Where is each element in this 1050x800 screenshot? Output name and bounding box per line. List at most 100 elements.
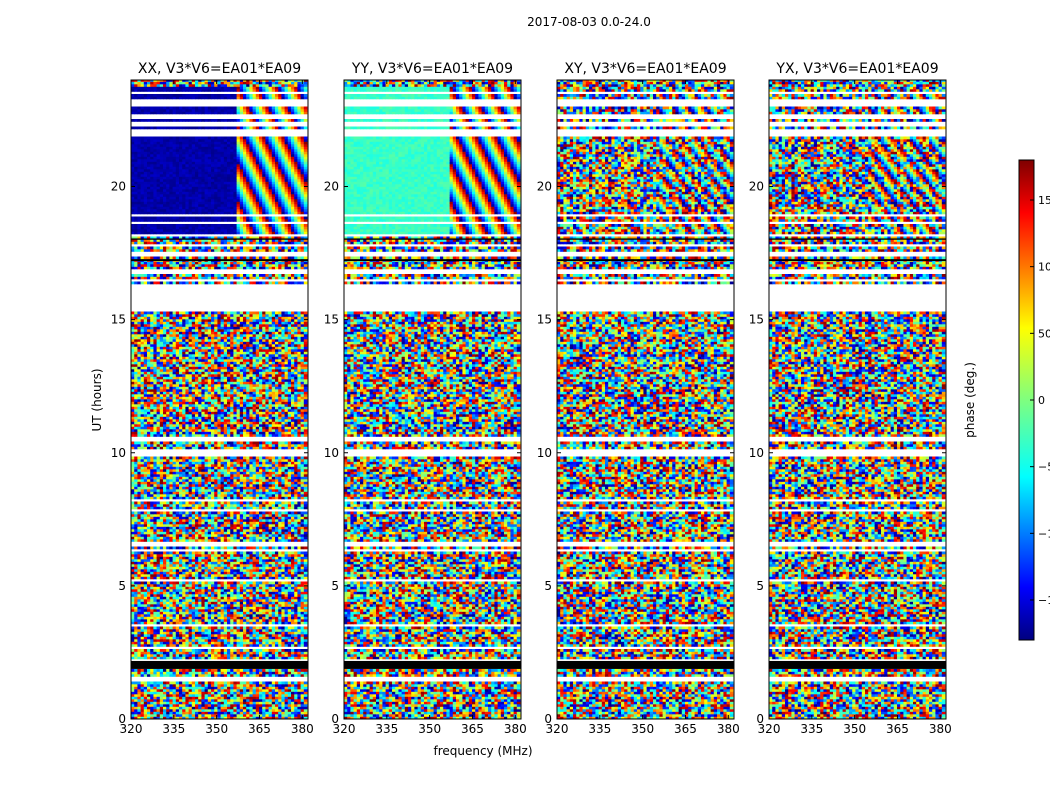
phase-cell — [166, 636, 170, 640]
phase-cell — [262, 674, 266, 677]
phase-cell — [284, 581, 289, 585]
phase-cell — [169, 526, 173, 530]
phase-cell — [243, 594, 247, 597]
phase-cell — [207, 671, 212, 675]
phase-cell — [265, 471, 269, 475]
phase-cell — [143, 669, 148, 672]
phase-cell — [227, 461, 231, 465]
phase-cell — [137, 504, 141, 507]
phase-cell — [159, 479, 164, 482]
phase-cell — [233, 584, 237, 587]
phase-cell — [243, 704, 247, 707]
phase-cell — [153, 591, 157, 595]
phase-cell — [220, 474, 225, 477]
phase-cell — [239, 631, 244, 635]
phase-cell — [297, 594, 301, 597]
phase-cell — [198, 621, 202, 625]
phase-cell — [236, 716, 241, 719]
phase-cell — [147, 709, 151, 712]
phase-cell — [166, 479, 170, 482]
phase-cell — [131, 619, 135, 622]
phase-cell — [143, 614, 148, 617]
phase-cell — [300, 681, 305, 685]
phase-cell — [156, 461, 161, 465]
phase-cell — [140, 671, 145, 675]
phase-cell — [207, 636, 212, 640]
phase-cell — [156, 586, 161, 590]
phase-cell — [153, 456, 157, 460]
phase-cell — [179, 684, 183, 687]
phase-cell — [262, 694, 266, 697]
phase-cell — [252, 611, 257, 615]
phase-cell — [291, 479, 295, 482]
phase-cell — [140, 716, 145, 719]
phase-cell — [249, 704, 253, 707]
phase-cell — [179, 456, 183, 460]
phase-cell — [131, 596, 135, 600]
phase-cell — [134, 524, 138, 527]
phase-cell — [271, 576, 276, 580]
phase-cell — [211, 551, 215, 555]
phase-cell — [179, 554, 183, 557]
phase-cell — [188, 481, 193, 485]
phase-cell — [239, 694, 244, 697]
phase-cell — [303, 494, 308, 497]
phase-cell — [147, 604, 151, 607]
phase-cell — [252, 626, 257, 630]
phase-cell — [166, 586, 170, 590]
phase-cell — [147, 689, 151, 692]
phase-cell — [211, 471, 215, 475]
phase-cell — [134, 489, 138, 492]
phase-cell — [246, 494, 250, 497]
phase-cell — [147, 576, 151, 580]
phase-cell — [163, 491, 167, 495]
phase-cell — [156, 689, 161, 692]
phase-cell — [131, 559, 135, 562]
phase-cell — [243, 584, 247, 587]
phase-cell — [243, 494, 247, 497]
phase-cell — [159, 564, 164, 567]
phase-cell — [131, 511, 135, 515]
phase-cell — [268, 489, 273, 492]
phase-cell — [140, 566, 145, 570]
phase-cell — [134, 494, 138, 497]
phase-cell — [150, 526, 154, 530]
phase-cell — [134, 706, 138, 710]
phase-cell — [175, 631, 180, 635]
phase-cell — [300, 639, 305, 642]
phase-cell — [211, 611, 215, 615]
phase-cell — [169, 711, 173, 715]
phase-cell — [169, 619, 173, 622]
phase-cell — [143, 466, 148, 470]
phase-cell — [227, 701, 231, 705]
phase-cell — [239, 474, 244, 477]
phase-cell — [185, 511, 189, 515]
phase-cell — [278, 706, 282, 710]
phase-cell — [156, 581, 161, 585]
phase-cell — [131, 569, 135, 572]
phase-cell — [188, 596, 193, 600]
phase-cell — [214, 696, 218, 700]
phase-cell — [201, 529, 205, 532]
phase-cell — [179, 506, 183, 510]
phase-cell — [243, 691, 247, 695]
phase-cell — [278, 629, 282, 632]
phase-cell — [153, 594, 157, 597]
phase-cell — [159, 461, 164, 465]
phase-cell — [195, 571, 199, 575]
phase-cell — [163, 551, 167, 555]
phase-cell — [223, 564, 228, 567]
phase-cell — [179, 501, 183, 505]
phase-cell — [182, 576, 186, 580]
phase-cell — [147, 504, 151, 507]
phase-cell — [300, 711, 305, 715]
phase-cell — [179, 514, 183, 517]
phase-cell — [198, 606, 202, 610]
phase-cell — [185, 459, 189, 462]
phase-cell — [140, 691, 145, 695]
phase-cell — [278, 611, 282, 615]
phase-cell — [143, 474, 148, 477]
phase-cell — [140, 491, 145, 495]
phase-cell — [220, 459, 225, 462]
phase-cell — [223, 464, 228, 467]
